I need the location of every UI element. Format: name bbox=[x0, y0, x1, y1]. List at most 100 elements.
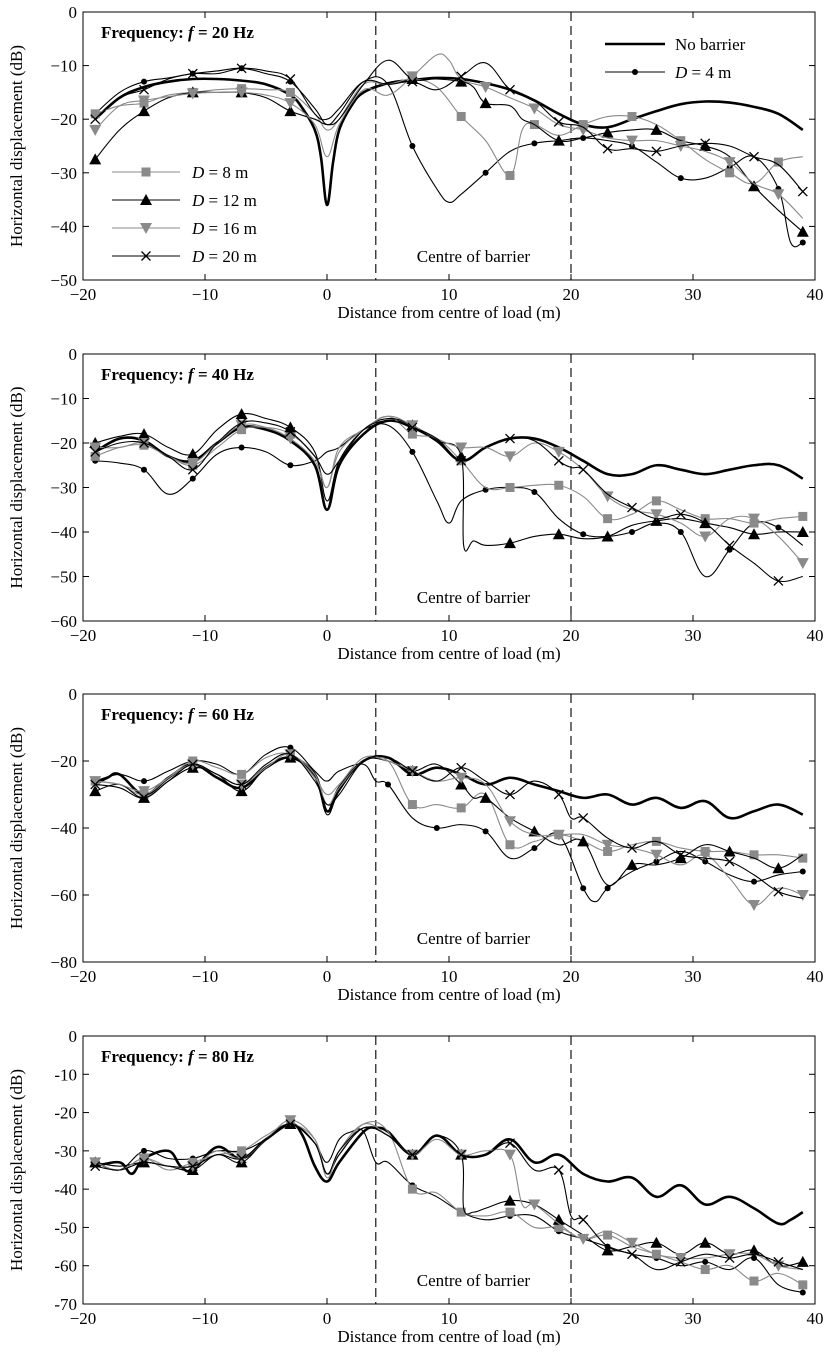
legend-label: D = 12 m bbox=[191, 191, 257, 210]
data-point bbox=[385, 781, 391, 788]
y-tick-label: −30 bbox=[50, 479, 77, 498]
data-point bbox=[799, 239, 806, 246]
data-point bbox=[186, 88, 199, 100]
data-point bbox=[139, 438, 149, 448]
y-axis-label: Horizontal displacement (dB) bbox=[7, 45, 26, 247]
data-point bbox=[627, 1249, 637, 1260]
x-tick-label: 20 bbox=[563, 1309, 580, 1328]
data-point bbox=[577, 835, 590, 847]
data-point bbox=[603, 1230, 613, 1240]
data-point bbox=[798, 853, 808, 863]
y-tick-label: 0 bbox=[69, 3, 78, 22]
data-point bbox=[456, 1149, 467, 1160]
legend-eq: = bbox=[204, 219, 222, 238]
data-point bbox=[141, 78, 147, 85]
series-line bbox=[95, 756, 804, 886]
data-point bbox=[90, 779, 101, 790]
x-tick-label: 10 bbox=[441, 967, 458, 986]
data-point bbox=[748, 900, 760, 912]
series-line bbox=[95, 1123, 803, 1271]
data-point bbox=[90, 1161, 101, 1172]
series-line bbox=[95, 420, 803, 583]
data-point bbox=[796, 225, 809, 237]
data-point bbox=[797, 186, 808, 197]
data-point bbox=[186, 448, 199, 460]
data-point bbox=[531, 140, 538, 147]
x-tick-label: −20 bbox=[70, 626, 97, 645]
data-point bbox=[90, 451, 100, 461]
data-point bbox=[723, 157, 736, 169]
data-point bbox=[236, 418, 247, 428]
x-axis-label: Distance from centre of load (m) bbox=[337, 644, 560, 663]
legend-eq: = bbox=[687, 63, 705, 82]
data-point bbox=[409, 448, 416, 455]
legend-marker bbox=[140, 194, 152, 205]
data-point bbox=[749, 151, 759, 162]
y-tick-label: -30 bbox=[54, 1142, 77, 1161]
y-tick-label: −20 bbox=[50, 110, 77, 129]
series-4-m bbox=[92, 423, 804, 578]
data-point bbox=[235, 785, 248, 797]
data-point bbox=[699, 849, 712, 861]
data-point bbox=[90, 446, 101, 457]
data-point bbox=[675, 849, 686, 860]
title-prefix: Frequency: bbox=[101, 1047, 188, 1066]
x-tick-label: 0 bbox=[323, 285, 332, 304]
data-point bbox=[601, 126, 614, 138]
x-tick-label: −10 bbox=[192, 967, 219, 986]
data-point bbox=[504, 537, 516, 549]
data-point bbox=[186, 458, 199, 470]
title-value: = 60 Hz bbox=[194, 705, 255, 724]
x-tick-label: 40 bbox=[807, 626, 824, 645]
title-var: f bbox=[188, 23, 196, 42]
series-16-m bbox=[89, 415, 809, 570]
data-point bbox=[553, 789, 564, 800]
data-point bbox=[578, 1214, 589, 1225]
data-point bbox=[504, 1194, 516, 1206]
x-tick-label: 20 bbox=[563, 967, 580, 986]
data-point bbox=[89, 153, 102, 165]
legend-marker bbox=[141, 167, 151, 177]
data-point bbox=[677, 175, 684, 182]
x-tick-label: 30 bbox=[685, 285, 702, 304]
title-value: = 40 Hz bbox=[194, 365, 255, 384]
data-point bbox=[578, 120, 588, 130]
data-point bbox=[479, 82, 492, 94]
x-tick-label: 40 bbox=[807, 285, 824, 304]
data-point bbox=[189, 475, 196, 482]
series-16-m bbox=[89, 53, 804, 219]
y-tick-label: −50 bbox=[50, 271, 77, 290]
legend-eq: = bbox=[204, 247, 222, 266]
data-point bbox=[702, 858, 709, 865]
title-var: f bbox=[188, 365, 196, 384]
data-point bbox=[650, 1236, 663, 1248]
series-20-m bbox=[90, 62, 808, 197]
data-point bbox=[531, 488, 538, 495]
y-tick-label: −60 bbox=[50, 612, 77, 631]
data-point bbox=[796, 558, 809, 570]
x-axis-label: Distance from centre of load (m) bbox=[337, 985, 560, 1004]
series-12-m bbox=[89, 751, 804, 886]
legend-name: 12 m bbox=[222, 191, 256, 210]
y-tick-label: -40 bbox=[54, 1180, 77, 1199]
data-point bbox=[284, 421, 297, 433]
data-point bbox=[749, 1276, 759, 1286]
data-point bbox=[409, 143, 416, 149]
data-point bbox=[284, 105, 297, 117]
data-point bbox=[482, 828, 489, 835]
data-point bbox=[407, 766, 418, 777]
data-point bbox=[775, 524, 782, 531]
data-point bbox=[748, 180, 760, 192]
series-line bbox=[94, 76, 804, 207]
legend-name: 4 m bbox=[705, 63, 731, 82]
data-point bbox=[799, 868, 806, 875]
data-point bbox=[479, 791, 492, 803]
data-point bbox=[238, 444, 245, 451]
x-tick-label: 0 bbox=[323, 967, 332, 986]
data-point bbox=[90, 114, 101, 125]
data-point bbox=[138, 95, 150, 107]
data-point bbox=[601, 839, 614, 851]
data-point bbox=[456, 112, 466, 122]
data-point bbox=[237, 769, 247, 779]
x-tick-label: 0 bbox=[323, 1309, 332, 1328]
